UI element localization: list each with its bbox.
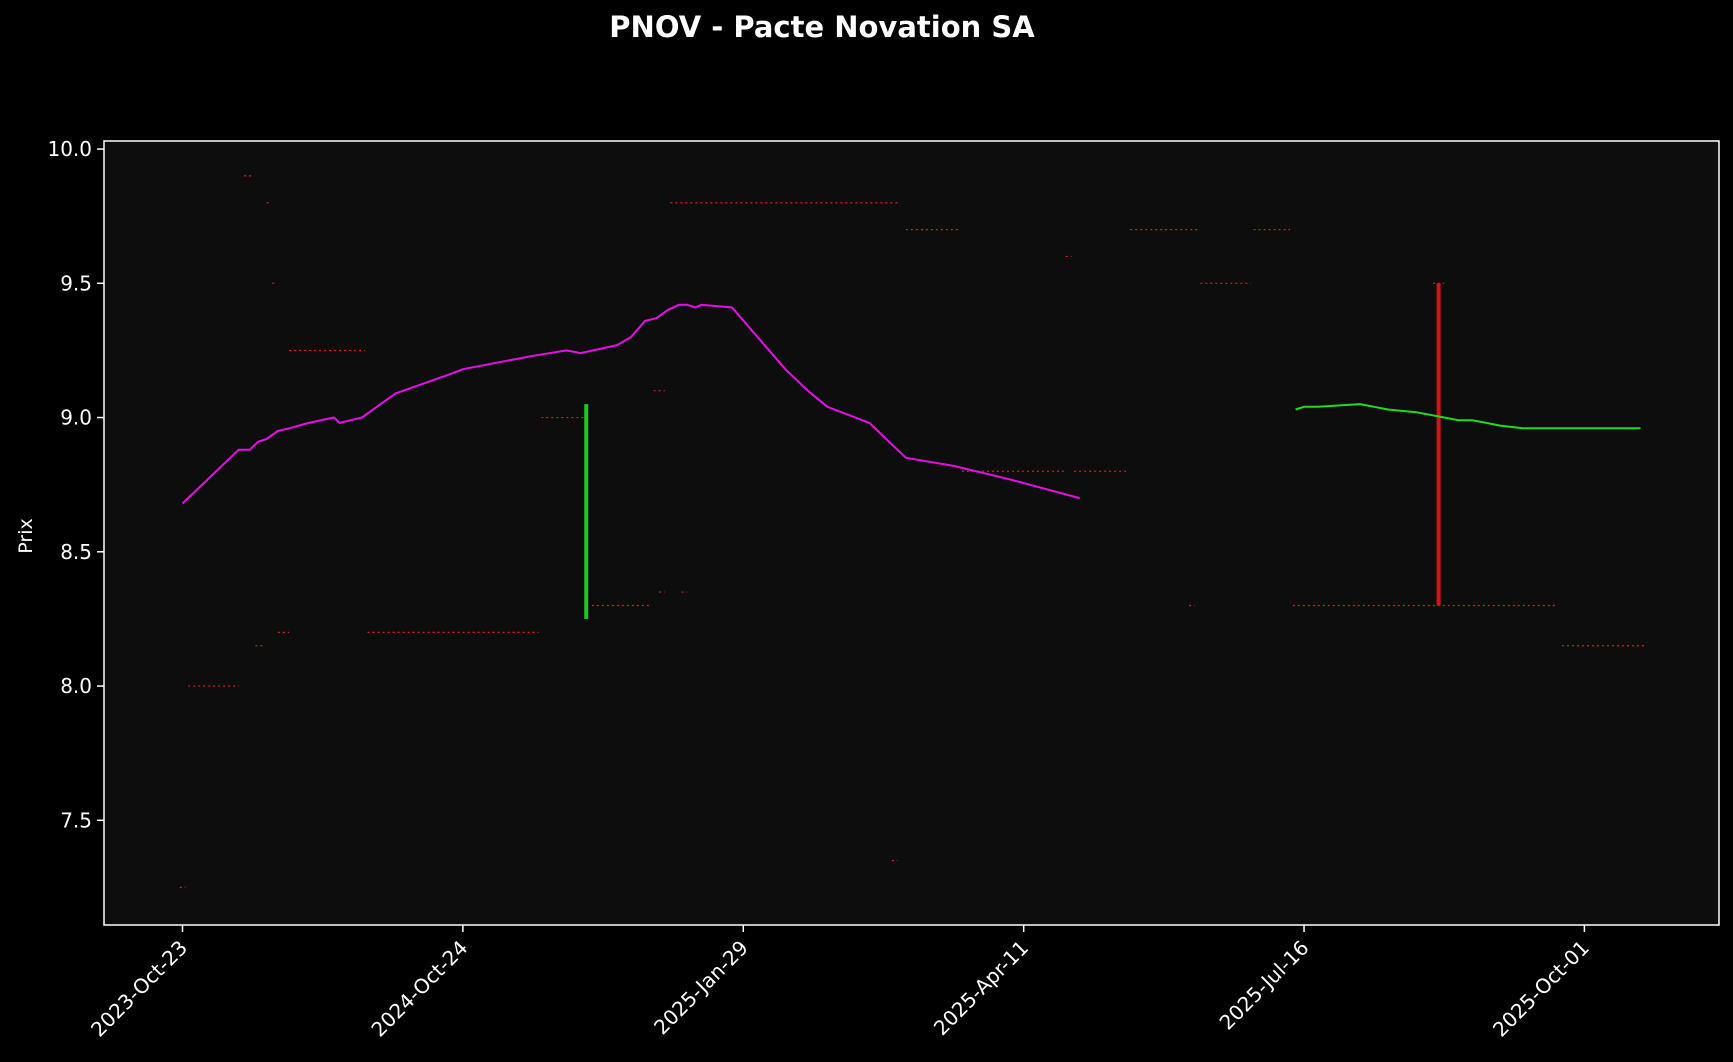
y-tick-label: 9.0 <box>60 406 92 430</box>
green-series-line <box>1295 403 1641 430</box>
price-series <box>181 303 1641 505</box>
y-axis-label: Prix <box>15 518 37 553</box>
chart-title: PNOV - Pacte Novation SA <box>609 10 1035 44</box>
price-levels <box>179 175 1647 889</box>
y-tick-label: 9.5 <box>60 271 92 295</box>
price-range-bars <box>584 283 1441 619</box>
plot-area <box>104 141 1719 925</box>
y-tick-label: 7.5 <box>60 808 92 832</box>
y-axis: 7.5 8.0 8.5 9.0 9.5 10.0 <box>47 137 104 832</box>
magenta-series-line <box>181 303 1080 505</box>
plot-frame <box>103 140 1720 926</box>
y-tick-label: 8.0 <box>60 674 92 698</box>
y-tick-label: 8.5 <box>60 540 92 564</box>
y-tick-label: 10.0 <box>47 137 92 161</box>
